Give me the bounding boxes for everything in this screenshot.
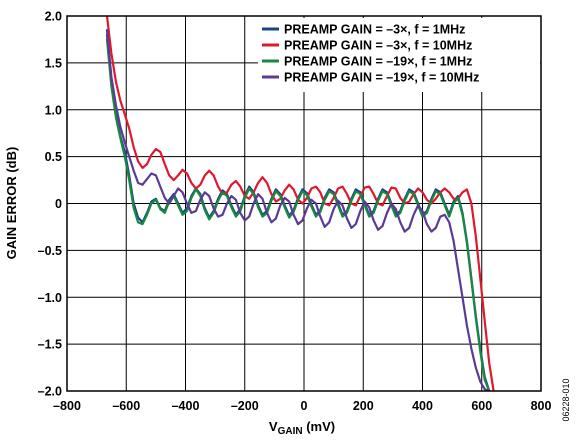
x-tick-label: 800 bbox=[531, 399, 552, 413]
plot-frame bbox=[66, 15, 542, 392]
y-tick-label: 2.0 bbox=[45, 10, 62, 24]
x-tick-label: –600 bbox=[112, 399, 140, 413]
x-tick-label: 0 bbox=[301, 399, 308, 413]
x-tick-label: 600 bbox=[471, 399, 492, 413]
x-axis-label: VGAIN (mV) bbox=[269, 419, 335, 437]
series-line-2 bbox=[105, 16, 495, 391]
x-axis-label-unit: (mV) bbox=[303, 419, 336, 434]
legend-label-2: PREAMP GAIN = –3×, f = 10MHz bbox=[284, 39, 472, 53]
series-line-4 bbox=[105, 29, 491, 391]
x-tick-labels: –800 –600 –400 –200 0 200 400 600 800 bbox=[53, 399, 551, 413]
legend: PREAMP GAIN = –3×, f = 1MHz PREAMP GAIN =… bbox=[258, 18, 540, 92]
x-tick-label: –400 bbox=[172, 399, 200, 413]
x-tick-label: –800 bbox=[53, 399, 81, 413]
x-tick-label: –200 bbox=[231, 399, 259, 413]
x-axis-label-subscript: GAIN bbox=[278, 426, 303, 437]
y-tick-label: –0.5 bbox=[38, 244, 62, 258]
y-tick-label: 0.5 bbox=[45, 150, 62, 164]
y-tick-label: 1.0 bbox=[45, 103, 62, 117]
series-lines bbox=[105, 16, 495, 391]
legend-label-1: PREAMP GAIN = –3×, f = 1MHz bbox=[284, 23, 465, 37]
x-tick-label: 400 bbox=[412, 399, 433, 413]
y-tick-labels: 2.0 1.5 1.0 0.5 0 –0.5 –1.0 –1.5 –2.0 bbox=[38, 10, 62, 399]
legend-label-4: PREAMP GAIN = –19×, f = 10MHz bbox=[284, 71, 479, 85]
legend-label-3: PREAMP GAIN = –19×, f = 1MHz bbox=[284, 55, 472, 69]
legend-background bbox=[258, 18, 540, 92]
x-tick-label: 200 bbox=[353, 399, 374, 413]
y-tick-label: –1.0 bbox=[38, 291, 62, 305]
y-tick-label: 0 bbox=[55, 197, 62, 211]
y-tick-label: –1.5 bbox=[38, 338, 62, 352]
figure-id: 06228-010 bbox=[561, 378, 571, 421]
x-axis-label-main: V bbox=[269, 419, 278, 434]
y-axis-label: GAIN ERROR (dB) bbox=[4, 147, 19, 260]
y-tick-label: 1.5 bbox=[45, 56, 62, 70]
y-tick-label: –2.0 bbox=[38, 385, 62, 399]
series-line-3 bbox=[105, 38, 491, 391]
